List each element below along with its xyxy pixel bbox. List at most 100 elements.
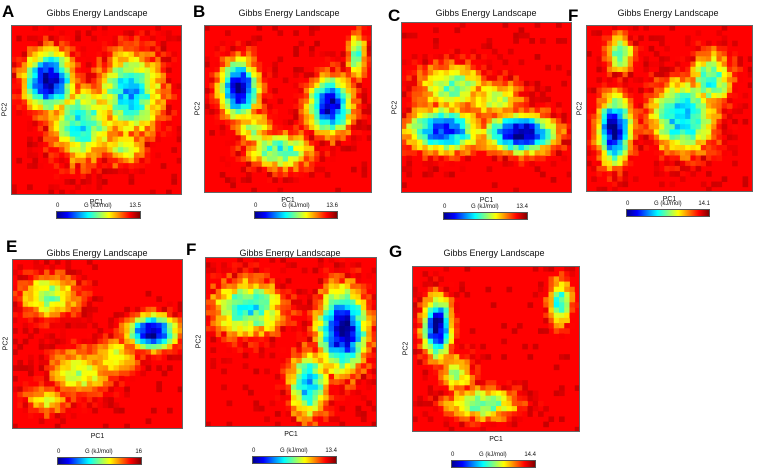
heatmap-cell: [706, 71, 712, 78]
heatmap-cell: [16, 110, 23, 116]
heatmap-cell: [559, 416, 565, 423]
heatmap-cell: [112, 94, 119, 100]
heatmap-cell: [314, 88, 320, 94]
heatmap-cell: [345, 35, 352, 42]
heatmap-cell: [596, 113, 603, 120]
heatmap-cell: [711, 98, 717, 104]
heatmap-cell: [251, 35, 257, 42]
heatmap-cell: [261, 151, 268, 157]
heatmap-cell: [123, 120, 129, 127]
heatmap-cell: [700, 150, 707, 156]
heatmap-cell: [38, 338, 45, 345]
heatmap-cell: [48, 40, 55, 47]
heatmap-cell: [448, 312, 455, 319]
heatmap-cell: [433, 343, 439, 350]
heatmap-cell: [307, 357, 313, 364]
heatmap-cell: [323, 411, 330, 417]
heatmap-cell: [511, 390, 518, 397]
heatmap-cell: [340, 77, 347, 84]
heatmap-cell: [282, 119, 289, 126]
heatmap-cell: [465, 118, 471, 124]
heatmap-cell: [669, 145, 676, 151]
heatmap-cell: [166, 301, 173, 308]
heatmap-cell: [314, 119, 320, 126]
heatmap-cell: [330, 103, 336, 110]
heatmap-cell: [258, 336, 265, 343]
heatmap-cell: [653, 160, 660, 167]
heatmap-cell: [330, 61, 336, 68]
heatmap-cell: [296, 304, 303, 311]
heatmap-cell: [443, 144, 450, 151]
heatmap-cell: [545, 112, 552, 119]
heatmap-cell: [22, 386, 29, 393]
heatmap-cell: [112, 115, 119, 122]
heatmap-cell: [511, 328, 518, 334]
heatmap-cell: [124, 333, 130, 340]
heatmap-cell: [65, 354, 72, 361]
heatmap-cell: [237, 272, 244, 279]
heatmap-cell: [219, 130, 226, 136]
heatmap-cell: [210, 331, 217, 338]
heatmap-cell: [76, 280, 82, 286]
heatmap-cell: [172, 312, 179, 318]
heatmap-cell: [350, 310, 356, 316]
heatmap-cell: [272, 67, 278, 73]
heatmap-cell: [601, 150, 608, 156]
heatmap-cell: [48, 25, 55, 31]
heatmap-cell: [44, 365, 50, 371]
heatmap-cell: [156, 386, 163, 393]
heatmap-cell: [43, 157, 49, 164]
heatmap-cell: [513, 150, 519, 156]
heatmap-cell: [664, 77, 670, 83]
heatmap-cell: [481, 123, 487, 130]
heatmap-cell: [92, 306, 98, 313]
heatmap-cell: [443, 123, 450, 130]
heatmap-cell: [643, 108, 650, 115]
heatmap-cell: [617, 30, 623, 36]
heatmap-cell: [351, 72, 357, 78]
heatmap-cell: [69, 51, 76, 58]
heatmap-cell: [601, 103, 608, 109]
heatmap-cell: [112, 67, 119, 74]
heatmap-cell: [43, 152, 49, 159]
heatmap-cell: [475, 395, 481, 402]
x-axis-label: PC1: [90, 433, 105, 440]
heatmap-cell: [285, 299, 292, 306]
heatmap-cell: [690, 92, 696, 99]
heatmap-cell: [586, 150, 592, 156]
heatmap-cell: [690, 165, 696, 172]
heatmap-cell: [293, 72, 299, 78]
heatmap-cell: [59, 147, 65, 153]
heatmap-cell: [706, 118, 712, 125]
heatmap-cell: [669, 82, 676, 89]
heatmap-cell: [32, 110, 39, 116]
heatmap-cell: [371, 331, 377, 338]
heatmap-cell: [355, 352, 362, 359]
heatmap-cell: [653, 129, 660, 135]
heatmap-cell: [501, 354, 507, 360]
heatmap-cell: [49, 285, 56, 292]
heatmap-cell: [296, 389, 303, 396]
heatmap-cell: [356, 135, 362, 141]
heatmap-cell: [732, 82, 738, 89]
x-axis-label: PC1: [489, 436, 503, 443]
heatmap-cell: [59, 35, 65, 42]
heatmap-cell: [22, 306, 29, 313]
heatmap-cell: [361, 109, 368, 115]
heatmap-cell: [438, 380, 444, 386]
heatmap-cell: [345, 82, 352, 89]
heatmap-cell: [356, 103, 362, 110]
heatmap-cell: [324, 98, 331, 105]
heatmap-cell: [225, 119, 231, 126]
heatmap-cell: [507, 150, 514, 156]
heatmap-cell: [221, 262, 227, 269]
heatmap-cell: [60, 365, 66, 371]
heatmap-cell: [464, 359, 471, 365]
heatmap-cell: [298, 140, 305, 147]
heatmap-cell: [448, 390, 455, 397]
heatmap-cell: [124, 354, 130, 361]
heatmap-cell: [272, 140, 278, 147]
heatmap-cell: [422, 328, 429, 334]
heatmap-cell: [101, 40, 108, 47]
heatmap-cell: [248, 310, 254, 316]
